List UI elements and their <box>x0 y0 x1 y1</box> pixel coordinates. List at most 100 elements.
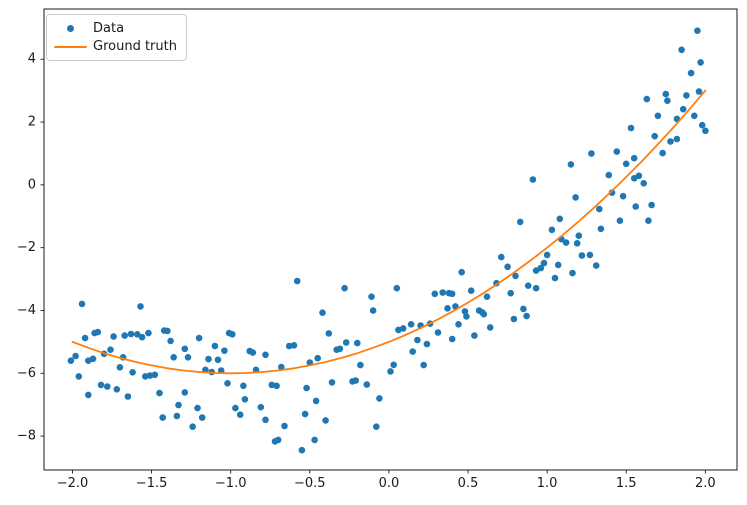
data-point <box>240 382 247 390</box>
data-point <box>543 251 551 259</box>
scatter-marker-icon <box>66 24 74 32</box>
data-point <box>673 135 681 143</box>
data-point <box>687 69 695 77</box>
data-point <box>129 369 136 376</box>
data-point <box>145 329 152 337</box>
data-point <box>205 355 212 363</box>
data-point <box>217 367 225 374</box>
data-point <box>444 305 451 312</box>
data-point <box>167 337 174 345</box>
data-point <box>635 172 643 180</box>
data-point <box>662 90 670 98</box>
data-point <box>483 293 491 301</box>
data-point <box>608 189 616 196</box>
data-point <box>523 312 530 320</box>
data-point <box>540 259 548 267</box>
data-point <box>181 345 189 353</box>
data-point <box>211 342 219 350</box>
data-point <box>110 333 117 340</box>
data-point <box>679 105 687 113</box>
data-point <box>554 261 562 269</box>
y-tick-label: −6 <box>17 366 36 381</box>
data-point <box>537 264 545 272</box>
data-point <box>622 160 630 168</box>
data-point <box>691 112 698 120</box>
data-point <box>572 194 579 201</box>
data-point <box>113 386 121 393</box>
y-tick-label: 2 <box>28 115 36 130</box>
data-point <box>654 112 662 120</box>
data-point <box>434 329 442 336</box>
data-point <box>354 339 361 347</box>
data-point <box>471 332 478 339</box>
data-point <box>159 414 166 421</box>
data-point <box>393 284 401 292</box>
data-point <box>290 342 298 349</box>
data-point <box>262 351 269 359</box>
data-point <box>569 269 576 277</box>
data-point <box>387 368 394 375</box>
data-point <box>137 303 144 310</box>
x-tick-label: −1.5 <box>136 476 168 491</box>
data-point <box>461 308 469 315</box>
x-tick-label: 0.5 <box>458 476 479 491</box>
data-point <box>567 161 575 168</box>
data-point <box>352 377 360 384</box>
data-point <box>695 88 703 95</box>
data-point <box>575 232 583 239</box>
data-point <box>463 313 470 320</box>
data-point <box>232 404 239 412</box>
data-point <box>298 446 306 454</box>
data-point <box>597 225 605 233</box>
data-point <box>164 327 171 335</box>
data-point <box>455 321 462 328</box>
data-point <box>312 397 320 405</box>
ground-truth-curve <box>71 89 707 375</box>
data-point <box>195 334 203 342</box>
data-point <box>311 436 318 444</box>
data-point <box>664 97 671 104</box>
data-point <box>632 203 639 210</box>
data-point <box>420 361 428 369</box>
data-point <box>562 239 570 246</box>
data-point <box>586 251 594 259</box>
data-point <box>75 373 83 380</box>
legend-item-ground-truth: Ground truth <box>47 38 180 57</box>
data-point <box>504 263 511 271</box>
data-point <box>630 154 638 162</box>
x-tick-label: −2.0 <box>57 476 89 491</box>
data-point <box>134 331 141 338</box>
data-point <box>548 226 556 234</box>
data-point <box>257 403 265 411</box>
data-point <box>507 289 514 297</box>
data-point <box>448 335 456 343</box>
data-point <box>156 389 163 397</box>
data-point <box>368 293 375 301</box>
x-tick-label: 1.5 <box>616 476 637 491</box>
data-point <box>448 290 456 298</box>
data-point <box>596 205 603 213</box>
legend-item-data: Data <box>47 19 180 38</box>
data-point <box>322 417 329 424</box>
data-point <box>229 331 236 338</box>
x-tick-label: 1.0 <box>537 476 558 491</box>
data-point <box>194 404 201 412</box>
data-point <box>67 357 75 365</box>
data-point <box>667 138 674 145</box>
data-point <box>697 59 704 66</box>
data-point <box>369 307 377 314</box>
data-point <box>262 416 269 424</box>
data-point <box>390 361 398 369</box>
data-point <box>293 277 301 285</box>
data-point <box>357 361 364 369</box>
data-point <box>373 423 380 431</box>
scatter-series-data <box>67 27 709 454</box>
y-tick-label: −2 <box>17 240 36 255</box>
legend-swatch <box>47 24 93 32</box>
data-point <box>510 315 518 323</box>
data-point <box>301 410 309 418</box>
data-point <box>170 354 177 361</box>
data-point <box>592 262 600 269</box>
data-point <box>651 132 658 140</box>
